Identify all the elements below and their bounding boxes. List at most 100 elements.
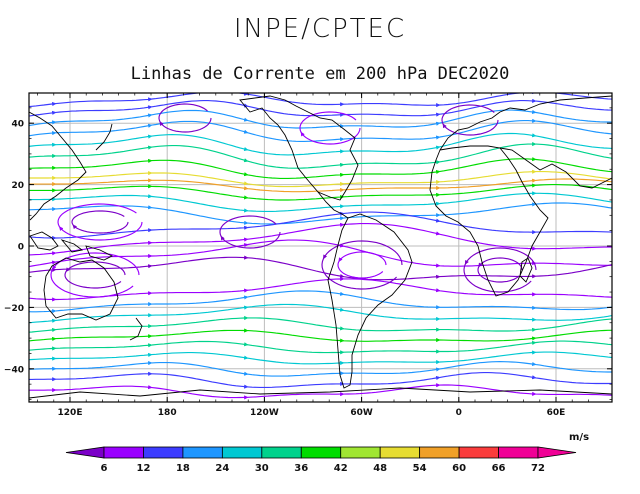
streamline-arrow [52, 153, 57, 159]
streamline-arrow [148, 240, 153, 245]
streamline-arrow [435, 169, 441, 175]
streamline [29, 184, 612, 201]
streamline [29, 223, 612, 256]
streamline-arrow [148, 360, 153, 366]
colorbar-label: 72 [531, 463, 545, 474]
streamline-arrow [532, 317, 537, 322]
coast-east-asia [29, 111, 87, 221]
streamline-arrow [436, 263, 441, 268]
streamline-arrow [148, 170, 153, 176]
streamline-arrow [436, 192, 441, 197]
streamlines [29, 93, 612, 400]
colorbar-swatch [103, 446, 144, 459]
streamline-arrow [243, 117, 249, 122]
streamline-arrow [244, 328, 249, 333]
streamline-arrow [531, 133, 537, 138]
streamline-arrow [148, 158, 153, 164]
streamline-arrow [52, 336, 57, 342]
streamline-arrow [243, 371, 249, 376]
streamline-arrow [243, 237, 249, 242]
streamline-arrow [51, 260, 57, 265]
streamline-arrow [435, 218, 441, 223]
colorbar-label: 60 [452, 463, 466, 474]
lon-label: 120E [58, 408, 83, 418]
streamline-arrow [52, 309, 57, 314]
streamline-arrow [464, 259, 469, 265]
lat-lon-grid [29, 93, 612, 402]
streamline-arrow [339, 307, 345, 312]
streamline-arrow [243, 172, 249, 177]
coast-europe [439, 95, 612, 151]
lon-label: 60E [547, 408, 566, 418]
colorbar-swatch [340, 446, 381, 459]
streamline-arrow [147, 352, 153, 358]
streamline [29, 211, 612, 239]
streamline-arrow [147, 145, 153, 150]
streamline-arrow [147, 264, 153, 269]
lon-label: 0 [456, 408, 462, 418]
streamline [29, 329, 612, 342]
colorbar-right-arrow [537, 446, 577, 459]
colorbar-label: 24 [215, 463, 229, 474]
streamline [29, 384, 612, 399]
streamline-arrow [478, 262, 483, 268]
streamline [64, 261, 126, 289]
streamline-arrow [244, 255, 249, 260]
streamline-arrow [51, 110, 57, 115]
colorbar-swatch [221, 446, 263, 459]
streamline-arrow [148, 291, 153, 296]
streamline-arrow [243, 208, 249, 213]
streamline-arrow [532, 230, 537, 235]
streamline-arrow [72, 224, 78, 230]
streamline-arrow [436, 349, 441, 354]
coast-japan [95, 123, 113, 151]
colorbar-swatch [143, 446, 184, 459]
colorbar-label: 36 [294, 463, 308, 474]
streamline-arrow [531, 327, 537, 332]
streamline-arrow [436, 305, 441, 310]
streamline-arrow [340, 276, 345, 282]
streamline-arrow [243, 220, 249, 225]
streamline-arrow [338, 257, 343, 263]
streamline-arrow [243, 384, 249, 389]
colorbar-swatch [300, 446, 342, 459]
streamline-arrow [52, 346, 57, 351]
streamline [29, 303, 612, 324]
streamline [29, 93, 612, 108]
streamline [29, 192, 612, 212]
streamline-arrow [244, 315, 249, 321]
lon-label: 180 [158, 408, 177, 418]
streamline-arrow [243, 146, 249, 152]
streamline-arrow [147, 97, 153, 102]
lon-label: 120W [250, 408, 279, 418]
streamline-arrow [51, 120, 57, 125]
streamline-arrow [51, 318, 57, 323]
colorbar-label: 18 [176, 463, 190, 474]
coast-madagascar [519, 257, 533, 283]
streamline-arrow [243, 355, 249, 360]
streamline-arrow [243, 225, 249, 230]
streamline [29, 143, 612, 169]
streamline-arrow [340, 181, 345, 187]
streamline [71, 210, 129, 234]
streamline-arrow [340, 204, 345, 209]
streamline-arrow [339, 326, 345, 331]
streamline [29, 340, 612, 354]
streamline-arrow [148, 301, 153, 307]
streamline-arrow [435, 201, 441, 206]
streamline-arrow [148, 184, 153, 189]
streamline-arrow [243, 181, 249, 186]
streamline [29, 202, 612, 225]
streamline-arrow [340, 137, 345, 142]
streamline-arrow [147, 194, 153, 199]
streamline-arrow [442, 123, 447, 129]
streamline-arrow [52, 142, 57, 147]
streamline-arrow [435, 135, 441, 140]
streamline-arrow [244, 395, 249, 400]
streamline [29, 278, 612, 301]
streamline-arrow [147, 105, 153, 110]
streamline-arrow [243, 295, 249, 300]
streamline [29, 178, 612, 193]
streamline-arrow [52, 264, 57, 270]
streamline-arrow [52, 297, 57, 302]
